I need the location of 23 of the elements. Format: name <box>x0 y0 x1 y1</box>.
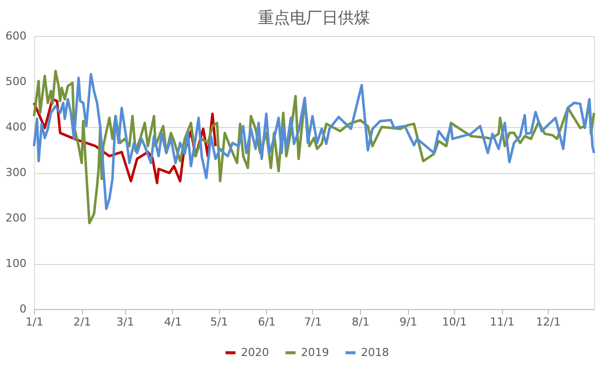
x-tick-label: 1/1 <box>26 316 44 328</box>
x-tick-label: 7/1 <box>304 316 322 328</box>
y-tick-label: 600 <box>6 30 26 42</box>
y-tick-label: 300 <box>6 166 26 179</box>
x-tick-label: 8/1 <box>352 316 370 328</box>
chart-title: 重点电厂日供煤 <box>258 8 370 27</box>
y-tick-label: 100 <box>6 257 26 270</box>
x-tick-label: 6/1 <box>258 316 276 328</box>
x-tick-label: 12/1 <box>536 316 561 328</box>
x-tick-label: 5/1 <box>210 316 228 328</box>
x-tick-label: 10/1 <box>442 316 467 328</box>
x-tick-label: 2/1 <box>73 316 92 328</box>
x-tick-label: 11/1 <box>490 316 515 328</box>
x-tick-label: 9/1 <box>399 316 418 328</box>
legend-label: 2020 <box>241 346 269 359</box>
y-tick-label: 0 <box>20 302 26 316</box>
x-tick-label: 3/1 <box>116 316 134 328</box>
y-tick-label: 200 <box>6 212 26 224</box>
y-tick-label: 400 <box>6 120 26 134</box>
x-tick-label: 4/1 <box>164 316 182 328</box>
legend-label: 2019 <box>301 346 329 359</box>
legend-label: 2018 <box>361 346 389 359</box>
y-tick-label: 500 <box>6 75 26 88</box>
